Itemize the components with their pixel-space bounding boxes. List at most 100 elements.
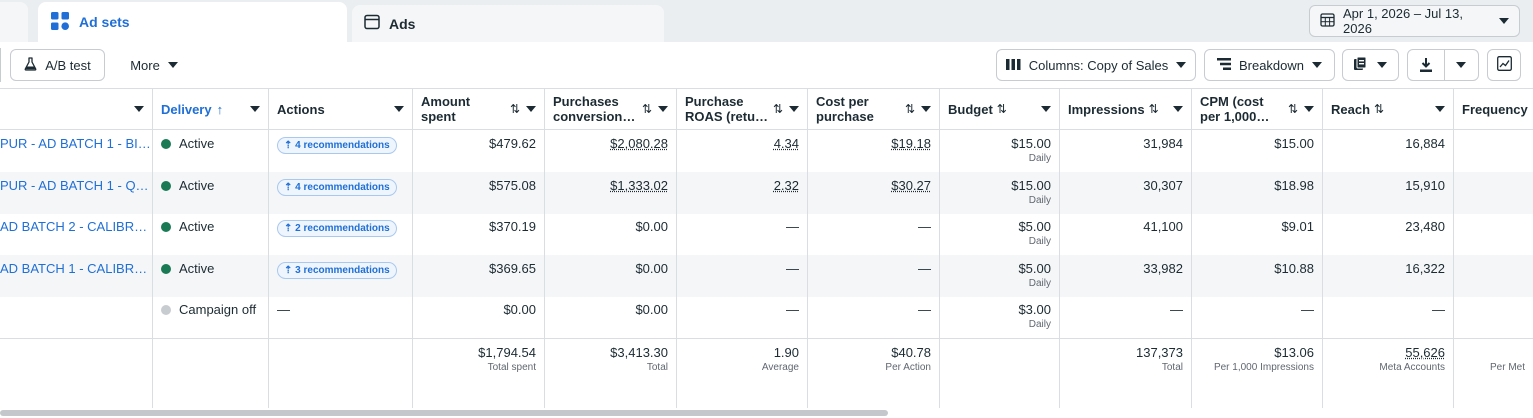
cell-purchases: $2,080.28 xyxy=(545,130,677,172)
table-row[interactable]: AD BATCH 2 - CALIBR… Active ⇡ 2 recommenda… xyxy=(0,213,1533,256)
recommendations-badge[interactable]: ⇡ 2 recommendations xyxy=(277,220,397,238)
cell-frequency xyxy=(1454,213,1533,255)
recommendations-label: 4 recommendations xyxy=(295,140,390,151)
cell-value[interactable]: $0.00 xyxy=(635,219,668,235)
chevron-down-icon xyxy=(526,106,536,112)
column-header-cost-per-purchase[interactable]: Cost per purchase ⇅ xyxy=(808,89,940,129)
total-value: $3,413.30 xyxy=(610,345,668,360)
recommendations-badge[interactable]: ⇡ 4 recommendations xyxy=(277,137,397,154)
cell-value: — xyxy=(786,260,799,276)
date-range-picker[interactable]: Apr 1, 2026 – Jul 13, 2026 xyxy=(1309,5,1520,37)
reports-button[interactable] xyxy=(1342,49,1399,81)
sort-icon[interactable]: ⇅ xyxy=(1287,101,1298,116)
tab-ads[interactable]: Ads xyxy=(352,5,664,42)
sort-icon[interactable]: ⇅ xyxy=(1374,101,1385,116)
cell-value[interactable]: $2,080.28 xyxy=(610,136,668,151)
charts-button[interactable] xyxy=(1487,49,1521,81)
chevron-down-icon xyxy=(250,106,260,112)
cell-value: $5.00 xyxy=(1018,260,1051,276)
sort-icon[interactable]: ⇅ xyxy=(996,101,1007,116)
recommendation-icon: ⇡ xyxy=(284,223,296,235)
column-header-delivery[interactable]: Delivery ↑ xyxy=(153,89,269,129)
total-label: Per Met xyxy=(1489,362,1525,373)
recommendation-icon: ⇡ xyxy=(284,264,296,276)
columns-button[interactable]: Columns: Copy of Sales xyxy=(996,49,1196,81)
cell-value[interactable]: $0.00 xyxy=(635,260,668,276)
ad-set-name-link[interactable]: PUR - AD BATCH 1 - BI… xyxy=(0,136,151,151)
column-header-actions[interactable]: Actions xyxy=(269,89,413,129)
table-row[interactable]: PUR - AD BATCH 1 - BI… Active ⇡ 4 recommen… xyxy=(0,130,1533,172)
sort-icon[interactable]: ⇅ xyxy=(509,101,520,116)
totals-row: $1,794.54 Total spent $3,413.30 Total 1.90… xyxy=(0,338,1533,408)
cell-cpm: $10.88 xyxy=(1192,254,1323,297)
total-value: $1,794.54 xyxy=(478,345,536,360)
cell-reach: — xyxy=(1323,296,1454,339)
cell-value: $479.62 xyxy=(489,136,536,151)
recommendations-badge[interactable]: ⇡ 4 recommendations xyxy=(277,178,397,196)
actions-value: — xyxy=(277,302,290,318)
export-menu-toggle[interactable] xyxy=(1444,62,1478,68)
tab-ad-sets[interactable]: Ad sets xyxy=(38,2,347,42)
cell-value[interactable]: $0.00 xyxy=(635,302,668,318)
column-header-purchases[interactable]: Purchases conversion… ⇅ xyxy=(545,89,677,129)
sort-icon[interactable]: ⇅ xyxy=(1148,101,1159,116)
ad-set-name-link[interactable]: PUR - AD BATCH 1 - Q… xyxy=(0,177,149,193)
cell-name: PUR - AD BATCH 1 - BI… xyxy=(0,130,153,172)
export-button[interactable] xyxy=(1407,49,1479,81)
sort-icon[interactable]: ⇅ xyxy=(904,101,915,116)
column-header-budget[interactable]: Budget ⇅ xyxy=(940,89,1060,129)
sort-icon[interactable]: ⇅ xyxy=(772,101,783,116)
cell-roas: — xyxy=(677,254,808,297)
column-header-roas[interactable]: Purchase ROAS (retu… ⇅ xyxy=(677,89,808,129)
total-roas: 1.90 Average xyxy=(677,339,808,408)
cell-value[interactable]: $30.27 xyxy=(891,177,931,193)
table-row[interactable]: Campaign off — $0.00 $0.00 — — $3.00 Daily — — — xyxy=(0,296,1533,339)
ad-set-name-link[interactable]: AD BATCH 2 - CALIBR… xyxy=(0,219,148,235)
totals-cell xyxy=(940,339,1060,408)
total-label: Per Action xyxy=(885,362,931,373)
total-value[interactable]: 55,626 xyxy=(1405,345,1445,360)
cell-value[interactable]: $19.18 xyxy=(891,136,931,151)
cell-budget: $5.00 Daily xyxy=(940,213,1060,256)
cell-value[interactable]: 4.34 xyxy=(773,136,799,151)
column-header-frequency[interactable]: Frequency xyxy=(1454,89,1533,129)
cell-value: $3.00 xyxy=(1018,302,1051,318)
cell-value: $0.00 xyxy=(503,302,536,318)
recommendation-icon: ⇡ xyxy=(284,140,296,151)
ad-set-name-link[interactable]: AD BATCH 1 - CALIBR… xyxy=(0,260,148,276)
cell-purchases: $0.00 xyxy=(545,254,677,297)
cell-purchases: $0.00 xyxy=(545,296,677,339)
total-frequency: Per Met xyxy=(1454,339,1533,408)
cell-value: — xyxy=(786,219,799,235)
table-row[interactable]: PUR - AD BATCH 1 - Q… Active ⇡ 4 recommend… xyxy=(0,171,1533,214)
chevron-down-icon xyxy=(1499,18,1509,24)
delivery-status: Active xyxy=(179,219,215,235)
cell-value: — xyxy=(786,302,799,318)
budget-type: Daily xyxy=(1028,319,1051,331)
ab-test-button[interactable]: A/B test xyxy=(10,49,105,81)
column-header-name[interactable] xyxy=(0,89,153,129)
more-button[interactable]: More xyxy=(118,49,190,81)
column-header-impressions[interactable]: Impressions ⇅ xyxy=(1060,89,1192,129)
cell-value: — xyxy=(918,302,931,318)
column-header-amount-spent[interactable]: Amount spent ⇅ xyxy=(413,89,545,129)
column-header-reach[interactable]: Reach ⇅ xyxy=(1323,89,1454,129)
cell-value: 31,984 xyxy=(1143,136,1183,151)
calendar-icon xyxy=(1320,12,1335,30)
cell-value: $15.00 xyxy=(1011,136,1051,151)
breakdown-button[interactable]: Breakdown xyxy=(1204,49,1335,81)
cell-value[interactable]: $1,333.02 xyxy=(610,177,668,193)
cell-value[interactable]: 2.32 xyxy=(773,177,799,193)
recommendations-badge[interactable]: ⇡ 3 recommendations xyxy=(277,261,397,279)
budget-type: Daily xyxy=(1028,236,1051,248)
cell-roas: 4.34 xyxy=(677,130,808,172)
tab-previous[interactable] xyxy=(0,2,28,42)
window-icon xyxy=(364,14,380,33)
table-row[interactable]: AD BATCH 1 - CALIBR… Active ⇡ 3 recommenda… xyxy=(0,254,1533,297)
column-header-cpm[interactable]: CPM (cost per 1,000… ⇅ xyxy=(1192,89,1323,129)
scrollbar-thumb[interactable] xyxy=(0,410,888,416)
flask-icon xyxy=(24,56,37,74)
sort-icon[interactable]: ⇅ xyxy=(641,101,652,116)
cell-amount-spent: $0.00 xyxy=(413,296,545,339)
cell-frequency xyxy=(1454,172,1533,214)
